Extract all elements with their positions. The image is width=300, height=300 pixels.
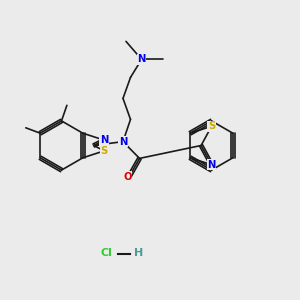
Text: N: N <box>100 135 108 145</box>
Text: Cl: Cl <box>100 248 112 259</box>
Text: S: S <box>208 121 215 131</box>
Text: N: N <box>119 136 127 147</box>
Text: N: N <box>207 160 216 170</box>
Text: O: O <box>123 172 132 182</box>
Text: H: H <box>134 248 143 259</box>
Text: N: N <box>137 54 146 64</box>
Text: S: S <box>100 146 108 156</box>
